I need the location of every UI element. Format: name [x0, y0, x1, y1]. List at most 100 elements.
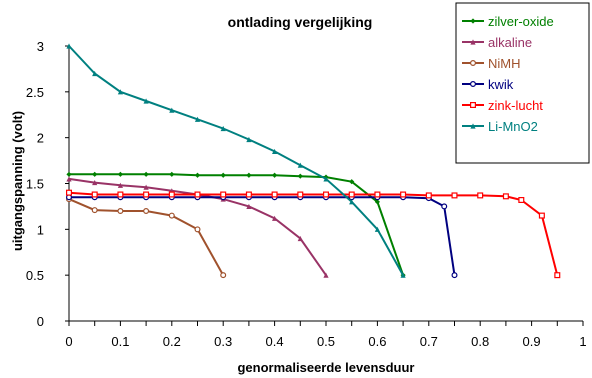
x-tick-label: 0.5	[317, 334, 335, 349]
y-tick-label: 0	[37, 314, 44, 329]
data-point	[451, 192, 458, 199]
data-point	[66, 176, 72, 182]
x-tick-label: 1	[579, 334, 586, 349]
data-point	[246, 172, 252, 178]
legend-label: alkaline	[488, 35, 532, 50]
legend-marker	[470, 39, 476, 45]
data-point	[194, 226, 201, 233]
legend-label: Li-MnO2	[488, 119, 538, 134]
data-point	[349, 199, 355, 205]
x-tick-label: 0.9	[523, 334, 541, 349]
data-point	[272, 172, 278, 178]
legend-marker	[470, 101, 477, 108]
data-point	[246, 136, 252, 143]
data-point	[220, 191, 227, 198]
x-tick-label: 0.8	[471, 334, 489, 349]
data-point	[323, 191, 330, 198]
chart-title: ontlading vergelijking	[228, 14, 373, 30]
legend-marker	[470, 80, 477, 87]
data-point	[374, 199, 380, 205]
y-tick-label: 2	[37, 131, 44, 146]
y-tick-label: 3	[37, 39, 44, 54]
data-point	[272, 148, 278, 155]
data-point	[143, 191, 150, 198]
y-tick-label: 1.5	[26, 177, 44, 192]
data-point	[400, 272, 406, 278]
data-point	[297, 235, 303, 242]
data-point	[65, 189, 72, 196]
data-point	[518, 197, 525, 204]
y-tick-label: 2.5	[26, 85, 44, 100]
data-point	[91, 207, 98, 214]
data-point	[117, 208, 124, 215]
series-NiMH	[65, 196, 227, 279]
data-point	[92, 171, 98, 177]
legend-item: NiMH	[462, 56, 521, 71]
data-point	[194, 116, 201, 122]
y-tick-label: 1	[37, 222, 44, 237]
data-point	[66, 171, 72, 177]
legend-marker	[470, 18, 476, 24]
x-axis-label: genormaliseerde levensduur	[237, 360, 414, 375]
x-tick-label: 0.7	[420, 334, 438, 349]
data-point	[168, 191, 175, 198]
data-point	[143, 208, 150, 215]
x-tick-label: 0.6	[368, 334, 386, 349]
legend-item: zink-lucht	[462, 98, 543, 113]
data-point	[538, 212, 545, 219]
data-point	[323, 272, 329, 278]
legend-label: zink-lucht	[488, 98, 543, 113]
data-point	[91, 191, 98, 198]
data-point	[220, 272, 227, 279]
data-point	[441, 203, 448, 210]
data-point	[143, 171, 149, 177]
legend-item: alkaline	[462, 35, 532, 50]
data-point	[117, 182, 123, 188]
x-tick-label: 0.4	[266, 334, 284, 349]
legend-label: zilver-oxide	[488, 14, 554, 29]
data-point	[169, 107, 175, 113]
data-point	[348, 191, 355, 198]
legend-marker	[470, 59, 477, 66]
data-point	[502, 193, 509, 200]
series-line	[68, 45, 404, 276]
data-point	[194, 172, 201, 178]
series-zilver-oxide	[66, 171, 406, 278]
legend-item: kwik	[462, 77, 514, 92]
series-Li-MnO2	[66, 43, 406, 278]
y-axis-label: uitgangspanning (volt)	[10, 111, 25, 251]
series-layer	[65, 43, 561, 279]
data-point	[92, 179, 98, 186]
data-point	[297, 191, 304, 198]
data-point	[271, 191, 278, 198]
data-point	[117, 89, 123, 95]
y-tick-label: 0.5	[26, 268, 44, 283]
data-point	[194, 191, 201, 198]
x-tick-label: 0.3	[214, 334, 232, 349]
legend: zilver-oxide alkaline NiMH kwik zink-lucht Li…	[455, 2, 590, 164]
legend-label: kwik	[488, 77, 514, 92]
data-point	[297, 162, 303, 168]
legend-marker	[470, 123, 476, 129]
data-point	[477, 192, 484, 199]
legend-item: zilver-oxide	[462, 14, 554, 29]
data-point	[117, 191, 124, 198]
data-point	[554, 272, 561, 279]
data-point	[143, 98, 149, 104]
data-point	[245, 191, 252, 198]
axes: 0 0.1 0.2 0.3 0.4 0.5 0.6 0.7 0.8 0.9 1 0 0.5 1 1.5 2 2.…	[26, 39, 587, 349]
legend-item: Li-MnO2	[462, 119, 538, 134]
data-point	[425, 192, 432, 199]
x-tick-label: 0.2	[163, 334, 181, 349]
data-point	[220, 172, 226, 178]
data-point	[400, 191, 407, 198]
x-tick-label: 0.1	[111, 334, 129, 349]
x-tick-label: 0	[65, 334, 72, 349]
data-point	[349, 179, 355, 185]
series-line	[69, 173, 405, 276]
data-point	[374, 226, 380, 232]
legend-label: NiMH	[488, 56, 521, 71]
data-point	[272, 215, 278, 221]
data-point	[92, 70, 98, 77]
data-point	[451, 272, 458, 279]
